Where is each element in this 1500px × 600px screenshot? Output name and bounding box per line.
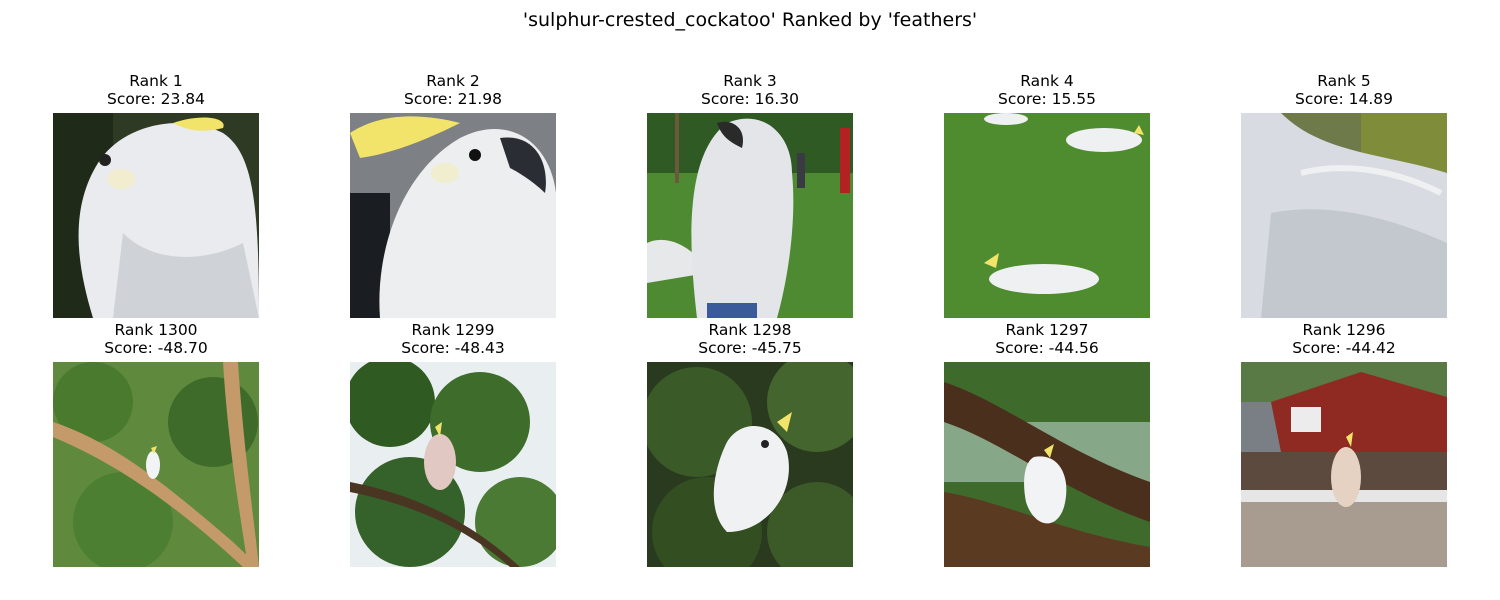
panel-bottom-1: Rank 1300 Score: -48.70 [53,321,259,567]
panel-bottom-2: Rank 1299 Score: -48.43 [350,321,556,567]
score-label: Score: -44.56 [995,339,1099,357]
panel-bottom-4: Rank 1297 Score: -44.56 [944,321,1150,567]
cockatoo-closeup-photo [53,113,259,318]
score-label: Score: -45.75 [698,339,802,357]
rank-label: Rank 1300 [114,321,198,339]
score-label: Score: 23.84 [107,90,205,108]
panel-bottom-5: Rank 1296 Score: -44.42 [1241,321,1447,567]
panel-top-5: Rank 5 Score: 14.89 [1241,72,1447,318]
score-label: Score: 15.55 [998,90,1096,108]
rank-label: Rank 1297 [1005,321,1089,339]
cockatoo-in-tree-photo [350,362,556,567]
panel-top-3: Rank 3 Score: 16.30 [647,72,853,318]
score-label: Score: -44.42 [1292,339,1396,357]
score-label: Score: -48.43 [401,339,505,357]
panel-bottom-3: Rank 1298 Score: -45.75 [647,321,853,567]
score-label: Score: -48.70 [104,339,208,357]
cockatoo-on-branch-photo [944,362,1150,567]
cockatoo-on-shrub-photo [647,362,853,567]
score-label: Score: 16.30 [701,90,799,108]
rank-label: Rank 3 [723,72,777,90]
score-label: Score: 21.98 [404,90,502,108]
rank-label: Rank 1 [129,72,183,90]
cockatoos-on-lawn-photo [944,113,1150,318]
cockatoo-wing-closeup-photo [1241,113,1447,318]
score-label: Score: 14.89 [1295,90,1393,108]
panel-top-1: Rank 1 Score: 23.84 [53,72,259,318]
rank-label: Rank 5 [1317,72,1371,90]
cockatoo-closeup-photo [350,113,556,318]
cockatoo-park-photo [647,113,853,318]
cockatoo-on-railing-photo [1241,362,1447,567]
rank-label: Rank 1298 [708,321,792,339]
rank-label: Rank 2 [426,72,480,90]
panel-top-4: Rank 4 Score: 15.55 [944,72,1150,318]
cockatoo-in-tree-photo [53,362,259,567]
rank-label: Rank 1299 [411,321,495,339]
rank-label: Rank 4 [1020,72,1074,90]
rank-label: Rank 1296 [1302,321,1386,339]
panel-top-2: Rank 2 Score: 21.98 [350,72,556,318]
figure-title: 'sulphur-crested_cockatoo' Ranked by 'fe… [522,9,978,31]
